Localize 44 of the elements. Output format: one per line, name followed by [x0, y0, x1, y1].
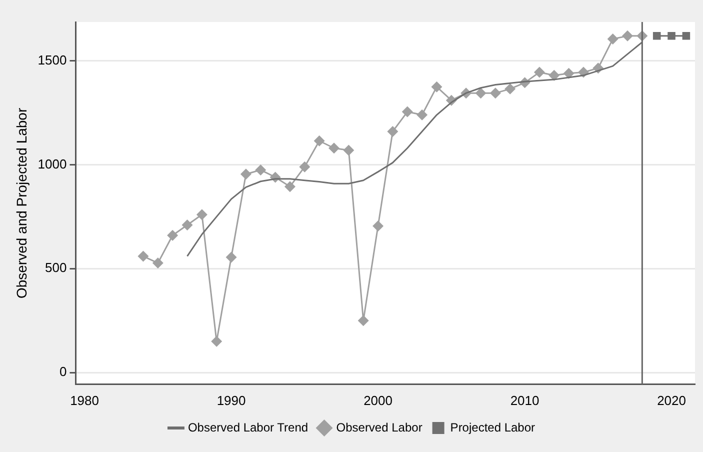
point	[226, 252, 237, 263]
point	[284, 181, 296, 192]
point	[490, 88, 501, 99]
point	[416, 109, 428, 120]
y-tick-label: 1500	[38, 52, 67, 68]
y-tick-label: 0	[59, 364, 67, 380]
point	[475, 88, 486, 99]
point	[152, 258, 164, 269]
point	[138, 250, 149, 262]
point	[299, 161, 310, 172]
point	[431, 81, 442, 92]
legend-label: Projected Labor	[450, 420, 536, 434]
point	[358, 315, 369, 326]
point	[607, 34, 618, 45]
point	[240, 168, 252, 180]
point	[343, 144, 354, 156]
point	[328, 142, 340, 154]
point	[668, 32, 676, 40]
legend-label: Observed Labor	[336, 420, 422, 434]
point	[255, 164, 266, 176]
point	[314, 135, 325, 146]
y-tick-label: 500	[45, 260, 67, 276]
point	[182, 220, 193, 231]
point	[196, 209, 208, 220]
point	[372, 220, 384, 232]
point	[682, 32, 690, 40]
point	[211, 336, 222, 347]
point	[167, 230, 178, 241]
point	[504, 83, 516, 94]
point	[387, 126, 398, 138]
x-tick-label: 1990	[216, 392, 246, 408]
y-tick-label: 1000	[38, 156, 67, 172]
x-tick-label: 2020	[657, 392, 686, 408]
point	[534, 66, 545, 78]
point	[402, 106, 413, 118]
y-axis-title: Observed and Projected Labor	[13, 108, 30, 299]
point	[563, 68, 574, 79]
point	[622, 30, 633, 42]
x-tick-label: 2000	[364, 392, 392, 408]
x-tick-label: 2010	[510, 392, 540, 408]
x-tick-label: 1980	[70, 392, 99, 408]
point	[652, 32, 661, 40]
point	[548, 70, 560, 81]
legend-label: Observed Labor Trend	[188, 420, 308, 434]
